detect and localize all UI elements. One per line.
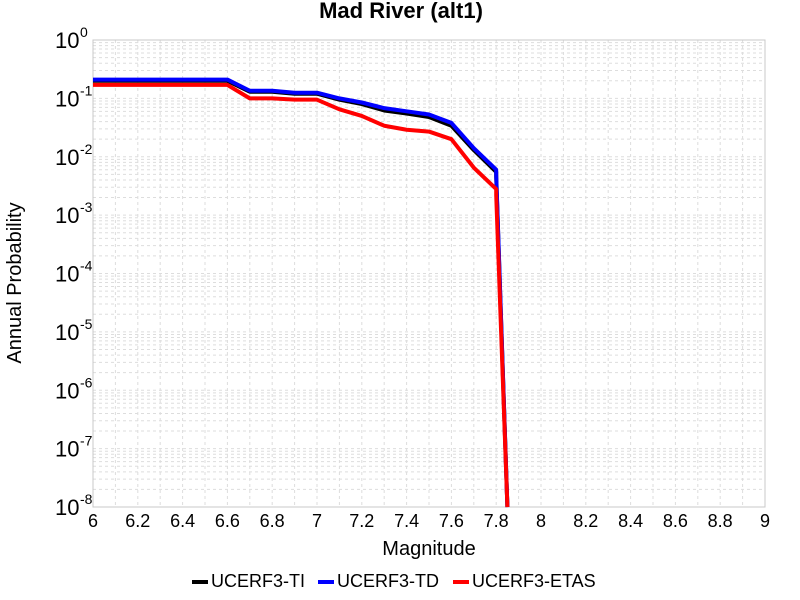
- x-tick-label: 6.2: [125, 511, 150, 531]
- series-line-ucerf3-ti: [93, 78, 510, 508]
- plot-area-frame: [92, 39, 766, 508]
- y-tick-base: 10: [55, 203, 79, 228]
- grid: [92, 40, 766, 508]
- y-tick-label: 10 -3: [55, 199, 93, 228]
- y-tick-exponent: -4: [80, 258, 93, 274]
- y-tick-exponent: -5: [80, 316, 93, 332]
- y-tick-label: 10 -1: [55, 82, 93, 111]
- series-line-ucerf3-etas: [93, 82, 510, 508]
- chart-title: Mad River (alt1): [319, 0, 483, 23]
- y-tick-label: 10 -6: [55, 374, 93, 403]
- x-tick-label: 6.8: [260, 511, 285, 531]
- y-axis-label: Annual Probability: [4, 202, 26, 363]
- y-tick-base: 10: [55, 437, 79, 462]
- y-tick-base: 10: [55, 86, 79, 111]
- x-tick-label: 6.6: [215, 511, 240, 531]
- y-tick-exponent: -1: [80, 82, 93, 98]
- y-tick-exponent: -8: [80, 491, 93, 507]
- y-tick-label: 10 -7: [55, 433, 93, 462]
- x-tick-label: 8.2: [573, 511, 598, 531]
- x-tick-label: 7.8: [484, 511, 509, 531]
- x-tick-label: 7.2: [349, 511, 374, 531]
- y-tick-base: 10: [55, 320, 79, 345]
- x-axis-ticks: 6 6.2 6.4 6.6 6.8 7 7.2 7.4 7.6 7.8 8 8.2 8.4 8.6 8.8 9: [88, 511, 770, 531]
- y-tick-base: 10: [55, 145, 79, 170]
- series-lines: [93, 77, 510, 508]
- y-tick-exponent: -6: [80, 374, 93, 390]
- x-tick-label: 8.6: [663, 511, 688, 531]
- y-tick-label: 10 -2: [55, 141, 93, 170]
- series-line-ucerf3-td: [93, 77, 510, 508]
- legend-label: UCERF3-TD: [337, 571, 439, 591]
- y-tick-label: 10 -8: [55, 491, 93, 520]
- x-tick-label: 6: [88, 511, 98, 531]
- x-tick-label: 7: [312, 511, 322, 531]
- y-tick-base: 10: [55, 378, 79, 403]
- x-tick-label: 6.4: [170, 511, 195, 531]
- y-tick-exponent: 0: [80, 24, 88, 40]
- y-tick-label: 10 0: [55, 24, 88, 53]
- x-tick-label: 7.4: [394, 511, 419, 531]
- y-tick-label: 10 -5: [55, 316, 93, 345]
- x-axis-label: Magnitude: [382, 538, 475, 560]
- x-tick-label: 9: [760, 511, 770, 531]
- x-tick-label: 8.4: [618, 511, 643, 531]
- y-tick-base: 10: [55, 262, 79, 287]
- y-tick-exponent: -7: [80, 433, 93, 449]
- x-tick-label: 8: [536, 511, 546, 531]
- y-tick-label: 10 -4: [55, 258, 93, 287]
- y-tick-exponent: -2: [80, 141, 93, 157]
- y-tick-base: 10: [55, 495, 79, 520]
- x-tick-label: 8.8: [708, 511, 733, 531]
- x-tick-label: 7.6: [439, 511, 464, 531]
- y-tick-base: 10: [55, 28, 79, 53]
- legend-label: UCERF3-ETAS: [472, 571, 596, 591]
- legend-label: UCERF3-TI: [211, 571, 305, 591]
- legend: UCERF3-TI UCERF3-TD UCERF3-ETAS: [192, 571, 596, 591]
- y-tick-exponent: -3: [80, 199, 93, 215]
